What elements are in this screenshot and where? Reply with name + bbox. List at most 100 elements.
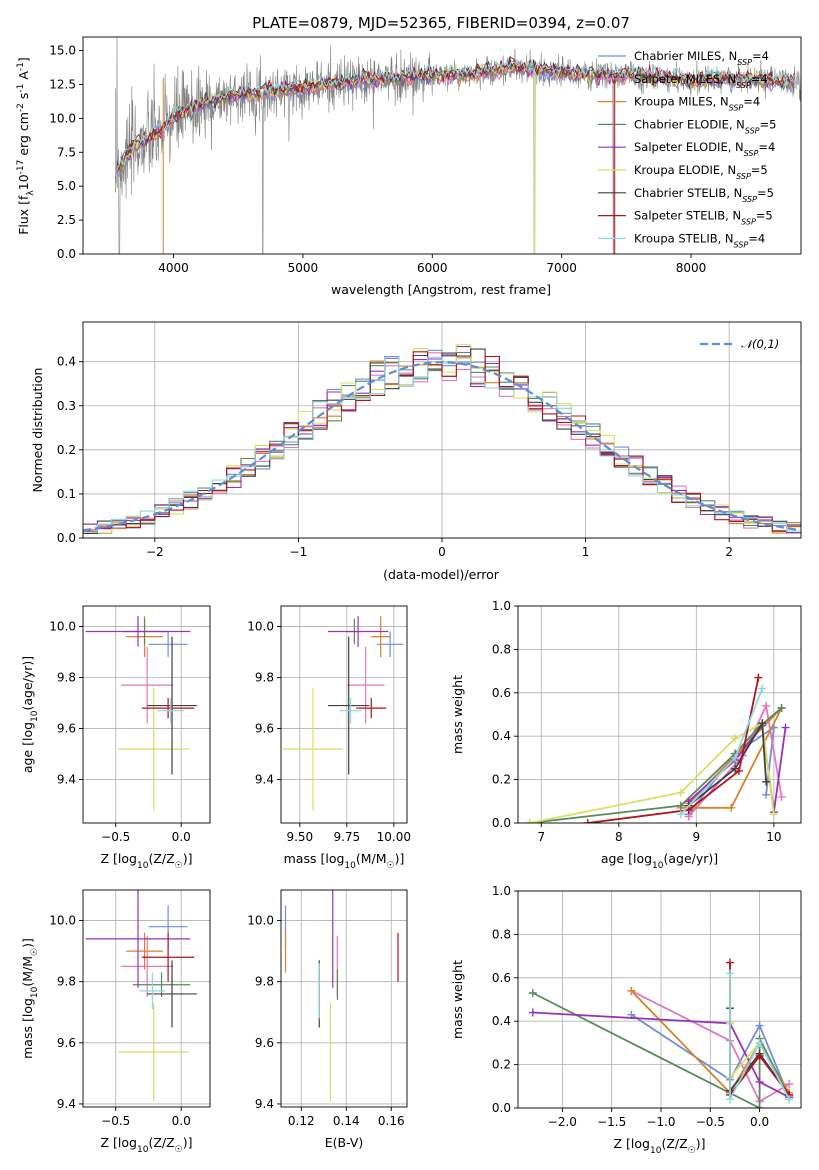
mass-weight-point	[785, 1080, 794, 1089]
y-axis-label: age [log10(age/yr)]	[20, 656, 40, 773]
tspan: erg cm	[16, 112, 31, 160]
x-axis-label: E(B-V)	[325, 1135, 364, 1150]
mass-weight-point	[676, 810, 685, 819]
mass-weight-point	[734, 766, 743, 775]
tspan: -1	[16, 84, 26, 93]
x-tick-label: 10.00	[377, 830, 411, 844]
massweight_vs_age-plot	[525, 673, 790, 823]
x-tick-label: 10	[766, 830, 781, 844]
age_vs_Z-panel: −0.5 0.09.49.69.810.0Z [log10(Z/Z☉)]age […	[20, 605, 211, 871]
y-tick-label: 9.6	[57, 722, 76, 736]
x-axis-label: wavelength [Angstrom, rest frame]	[331, 282, 551, 297]
y-tick-label: 9.6	[57, 1036, 76, 1050]
y-tick-label: 0.2	[492, 1058, 511, 1072]
spectrum-panel: 4000 5000 6000 7000 8000 0.0 2.5 5.0 7.5 10.0 12.5…	[16, 14, 802, 297]
tspan: Z [	[101, 1135, 118, 1150]
tspan: )]	[395, 851, 405, 866]
x-tick-label: −0.5	[696, 1115, 725, 1129]
y-tick-label: 0.0	[57, 247, 76, 261]
tspan: Chabrier ELODIE, N	[634, 117, 745, 131]
mass-weight-point	[781, 723, 790, 732]
tspan: (age/yr)]	[663, 851, 718, 866]
tspan: =5	[760, 117, 777, 131]
tspan: (Z/Z	[148, 1135, 174, 1150]
legend-label: Chabrier STELIB, NSSP=5	[634, 186, 774, 204]
tspan: s	[16, 93, 31, 104]
tspan: λ	[26, 190, 36, 196]
y-tick-label: 10.0	[49, 111, 76, 125]
tspan: )]	[696, 1136, 706, 1151]
legend-label: Chabrier MILES, NSSP=4	[634, 49, 769, 67]
tspan: (M/M	[356, 851, 387, 866]
tspan: =4	[748, 231, 765, 245]
x-tick-label: 0	[438, 545, 446, 559]
x-axis-label: mass [log10(M/M☉)]	[284, 851, 405, 871]
model-spectrum-line	[114, 58, 795, 188]
axes-frame	[82, 889, 211, 1108]
mass-weight-point	[762, 777, 771, 786]
mass-weight-point	[777, 703, 786, 712]
y-tick-label: 0.6	[492, 686, 511, 700]
tspan: =5	[756, 209, 773, 223]
x-tick-label: 0.14	[333, 1114, 360, 1128]
axes-frame	[280, 889, 408, 1108]
x-tick-label: 7000	[546, 261, 577, 275]
x-tick-label: 8	[615, 830, 623, 844]
x-axis-label: age [log10(age/yr)]	[601, 851, 718, 871]
axes-frame	[82, 321, 802, 539]
y-tick-label: 0.4	[492, 729, 511, 743]
mass-weight-line	[688, 720, 767, 807]
y-tick-label: 5.0	[57, 179, 76, 193]
tspan: age [	[20, 741, 35, 773]
residuals-panel: −2 −1 0 1 2 0.0 0.1 0.2 0.3 0.4 𝒩(0,1) (data-model)…	[30, 321, 802, 582]
tspan: 10	[137, 861, 149, 871]
tspan: -17	[16, 160, 26, 175]
tspan: Flux [f	[16, 195, 31, 235]
mass-weight-point	[731, 734, 740, 743]
legend-label: Kroupa ELODIE, NSSP=5	[634, 163, 768, 181]
mass-weight-point	[727, 803, 736, 812]
tspan: A	[16, 71, 31, 84]
y-axis-label: mass weight	[450, 960, 465, 1039]
y-tick-label: 0.8	[492, 927, 511, 941]
y-tick-label: 1.0	[492, 599, 511, 613]
tspan: log	[631, 1136, 650, 1151]
mass-weight-point	[755, 1104, 764, 1108]
residuals-plot	[83, 344, 801, 535]
tspan: =5	[757, 186, 774, 200]
mass-weight-point	[528, 988, 537, 997]
mass-weight-point	[758, 719, 767, 728]
y-axis-label: mass [log10(M/M☉)]	[20, 938, 40, 1059]
y-tick-label: 1.0	[492, 884, 511, 898]
y-axis-label: mass weight	[450, 675, 465, 754]
axes-frame	[82, 36, 802, 255]
x-tick-label: 5000	[288, 261, 319, 275]
x-axis-label: Z [log10(Z/Z☉)]	[101, 851, 193, 871]
tspan: =4	[752, 49, 769, 63]
tspan: ☉	[175, 1145, 183, 1155]
tspan: )]	[20, 938, 35, 948]
x-tick-label: 7	[537, 830, 545, 844]
mass-weight-line	[532, 1011, 790, 1099]
axes-frame	[82, 605, 211, 824]
x-tick-label: −1.5	[597, 1115, 626, 1129]
x-tick-label: 4000	[158, 261, 189, 275]
mass-weight-point	[755, 1077, 764, 1086]
y-tick-label: 0.1	[57, 487, 76, 501]
tspan: 10	[30, 986, 40, 998]
y-tick-label: 10.0	[49, 619, 76, 633]
x-tick-label: 0.0	[750, 1115, 769, 1129]
mass-weight-point	[785, 1095, 794, 1104]
y-tick-label: 9.8	[57, 670, 76, 684]
normal-reference-curve	[83, 360, 799, 532]
legend-label: Salpeter ELODIE, NSSP=4	[634, 140, 775, 158]
y-tick-label: 15.0	[49, 44, 76, 58]
mass-weight-line	[687, 725, 776, 815]
tspan: ☉	[387, 861, 395, 871]
y-tick-label: 0.0	[57, 531, 76, 545]
tspan: Salpeter STELIB, N	[634, 209, 741, 223]
tspan: SSP	[745, 126, 760, 135]
x-tick-label: 0.0	[172, 1114, 191, 1128]
tspan: age [	[601, 851, 633, 866]
mass_vs_EBV-panel: 0.12 0.14 0.16 9.4 9.6 9.8 10.0 E(B-V)	[247, 889, 408, 1150]
